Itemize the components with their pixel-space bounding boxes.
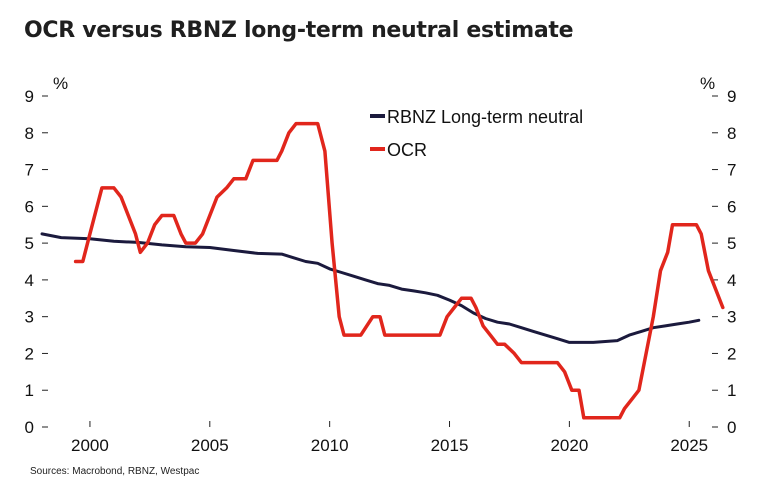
y-tick-left-label: 7 [25, 161, 34, 180]
y-tick-left-label: 8 [25, 124, 34, 143]
y-tick-right-label: 8 [727, 124, 736, 143]
y-tick-left-label: 4 [25, 271, 34, 290]
x-tick-label: 2025 [670, 436, 708, 455]
y-tick-right-label: 6 [727, 197, 736, 216]
y-tick-left-label: 9 [25, 87, 34, 106]
x-tick-label: 2005 [191, 436, 229, 455]
y-tick-left-label: 0 [25, 418, 34, 437]
y-tick-left-label: 3 [25, 308, 34, 327]
y-tick-right-label: 0 [727, 418, 736, 437]
y-tick-left-label: 5 [25, 234, 34, 253]
legend-label: RBNZ Long-term neutral [387, 107, 583, 127]
x-tick-label: 2010 [311, 436, 349, 455]
legend-label: OCR [387, 140, 427, 160]
y-tick-left-label: 6 [25, 197, 34, 216]
y-tick-right-label: 5 [727, 234, 736, 253]
y-tick-left-label: 2 [25, 344, 34, 363]
x-tick-label: 2015 [431, 436, 469, 455]
y-tick-right-label: 4 [727, 271, 736, 290]
x-tick-label: 2020 [550, 436, 588, 455]
y-tick-right-label: 7 [727, 161, 736, 180]
series-line-ocr [73, 121, 725, 420]
y-tick-right-label: 1 [727, 381, 736, 400]
y-axis-right-unit: % [700, 74, 715, 93]
y-tick-left-label: 1 [25, 381, 34, 400]
y-tick-right-label: 9 [727, 87, 736, 106]
y-axis-left-unit: % [53, 74, 68, 93]
series-line-neutral [40, 232, 701, 344]
y-tick-right-label: 2 [727, 344, 736, 363]
y-tick-right-label: 3 [727, 308, 736, 327]
source-note: Sources: Macrobond, RBNZ, Westpac [30, 466, 200, 477]
chart-title: OCR versus RBNZ long-term neutral estima… [24, 18, 574, 43]
x-tick-label: 2000 [71, 436, 109, 455]
